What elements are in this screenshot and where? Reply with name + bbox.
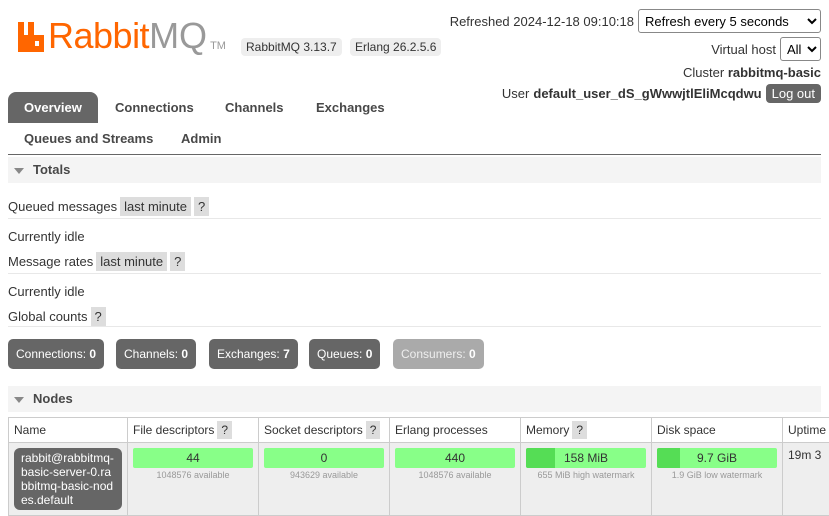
channels-count-button[interactable]: Channels: 0	[116, 339, 196, 369]
disk-bar-fill	[657, 448, 680, 468]
consumers-count-button[interactable]: Consumers: 0	[393, 339, 484, 369]
connections-count-button[interactable]: Connections: 0	[8, 339, 104, 369]
nodes-section-header[interactable]: Nodes	[8, 386, 821, 412]
totals-title: Totals	[33, 162, 70, 177]
uptime-value: 19m 3	[783, 443, 829, 516]
user-label: User	[502, 86, 529, 101]
sd-available: 943629 available	[264, 470, 384, 480]
cluster-label: Cluster	[683, 65, 724, 80]
tab-admin[interactable]: Admin	[165, 123, 237, 154]
refreshed-timestamp: Refreshed 2024-12-18 09:10:18	[450, 14, 634, 29]
col-file-descriptors: File descriptors?	[128, 418, 259, 443]
help-button[interactable]: ?	[366, 421, 381, 439]
fd-available: 1048576 available	[133, 470, 253, 480]
global-counts-label: Global counts	[8, 309, 88, 324]
tab-connections[interactable]: Connections	[99, 92, 210, 123]
erlang-version: Erlang 26.2.5.6	[350, 38, 441, 56]
exchanges-count-button[interactable]: Exchanges: 7	[209, 339, 298, 369]
rabbit-logo-icon	[18, 22, 44, 52]
col-name: Name	[9, 418, 128, 443]
memory-watermark: 655 MiB high watermark	[526, 470, 646, 480]
rates-range-button[interactable]: last minute	[96, 252, 167, 271]
nav-divider	[8, 154, 821, 155]
help-button[interactable]: ?	[91, 307, 106, 326]
col-disk-space: Disk space	[652, 418, 783, 443]
collapse-triangle-icon	[14, 168, 24, 174]
col-socket-descriptors: Socket descriptors?	[259, 418, 390, 443]
col-uptime: Uptime	[783, 418, 829, 443]
tab-queues-and-streams[interactable]: Queues and Streams	[8, 123, 169, 154]
refresh-interval-select[interactable]: Refresh every 5 seconds	[638, 9, 821, 33]
logo-tm: TM	[210, 40, 226, 52]
ep-available: 1048576 available	[395, 470, 515, 480]
vhost-label: Virtual host	[711, 42, 776, 57]
memory-bar-fill	[526, 448, 555, 468]
file-descriptors-bar: 44	[133, 448, 253, 468]
socket-descriptors-bar: 0	[264, 448, 384, 468]
erlang-processes-bar: 440	[395, 448, 515, 468]
cluster-name: rabbitmq-basic	[728, 65, 821, 80]
help-button[interactable]: ?	[572, 421, 587, 439]
nodes-title: Nodes	[33, 391, 73, 406]
tab-overview[interactable]: Overview	[8, 92, 98, 123]
collapse-triangle-icon	[14, 397, 24, 403]
disk-space-bar: 9.7 GiB	[657, 448, 777, 468]
help-button[interactable]: ?	[217, 421, 232, 439]
logout-button[interactable]: Log out	[766, 84, 821, 103]
tab-channels[interactable]: Channels	[209, 92, 300, 123]
memory-bar: 158 MiB	[526, 448, 646, 468]
logo-mq: MQ	[149, 18, 207, 54]
queued-range-button[interactable]: last minute	[120, 197, 191, 216]
message-rates-label: Message rates	[8, 254, 93, 269]
col-erlang-processes: Erlang processes	[390, 418, 521, 443]
divider	[8, 326, 821, 327]
divider	[8, 218, 821, 219]
logo-rabbit: Rabbit	[48, 18, 149, 54]
user-name: default_user_dS_gWwwjtlEliMcqdwu	[533, 86, 761, 101]
queues-count-button[interactable]: Queues: 0	[309, 339, 380, 369]
disk-watermark: 1.9 GiB low watermark	[657, 470, 777, 480]
col-memory: Memory?	[521, 418, 652, 443]
help-button[interactable]: ?	[194, 197, 209, 216]
queued-messages-label: Queued messages	[8, 199, 117, 214]
divider	[8, 273, 821, 274]
rabbitmq-version: RabbitMQ 3.13.7	[241, 38, 342, 56]
help-button[interactable]: ?	[170, 252, 185, 271]
node-name-link[interactable]: rabbit@rabbitmq-basic-server-0.rabbitmq-…	[14, 448, 122, 510]
queued-idle-text: Currently idle	[8, 229, 85, 244]
tab-exchanges[interactable]: Exchanges	[300, 92, 401, 123]
totals-section-header[interactable]: Totals	[8, 157, 821, 183]
table-row: rabbit@rabbitmq-basic-server-0.rabbitmq-…	[9, 443, 829, 516]
vhost-select[interactable]: All	[780, 37, 821, 61]
nodes-table: Name File descriptors? Socket descriptor…	[8, 417, 829, 516]
rates-idle-text: Currently idle	[8, 284, 85, 299]
